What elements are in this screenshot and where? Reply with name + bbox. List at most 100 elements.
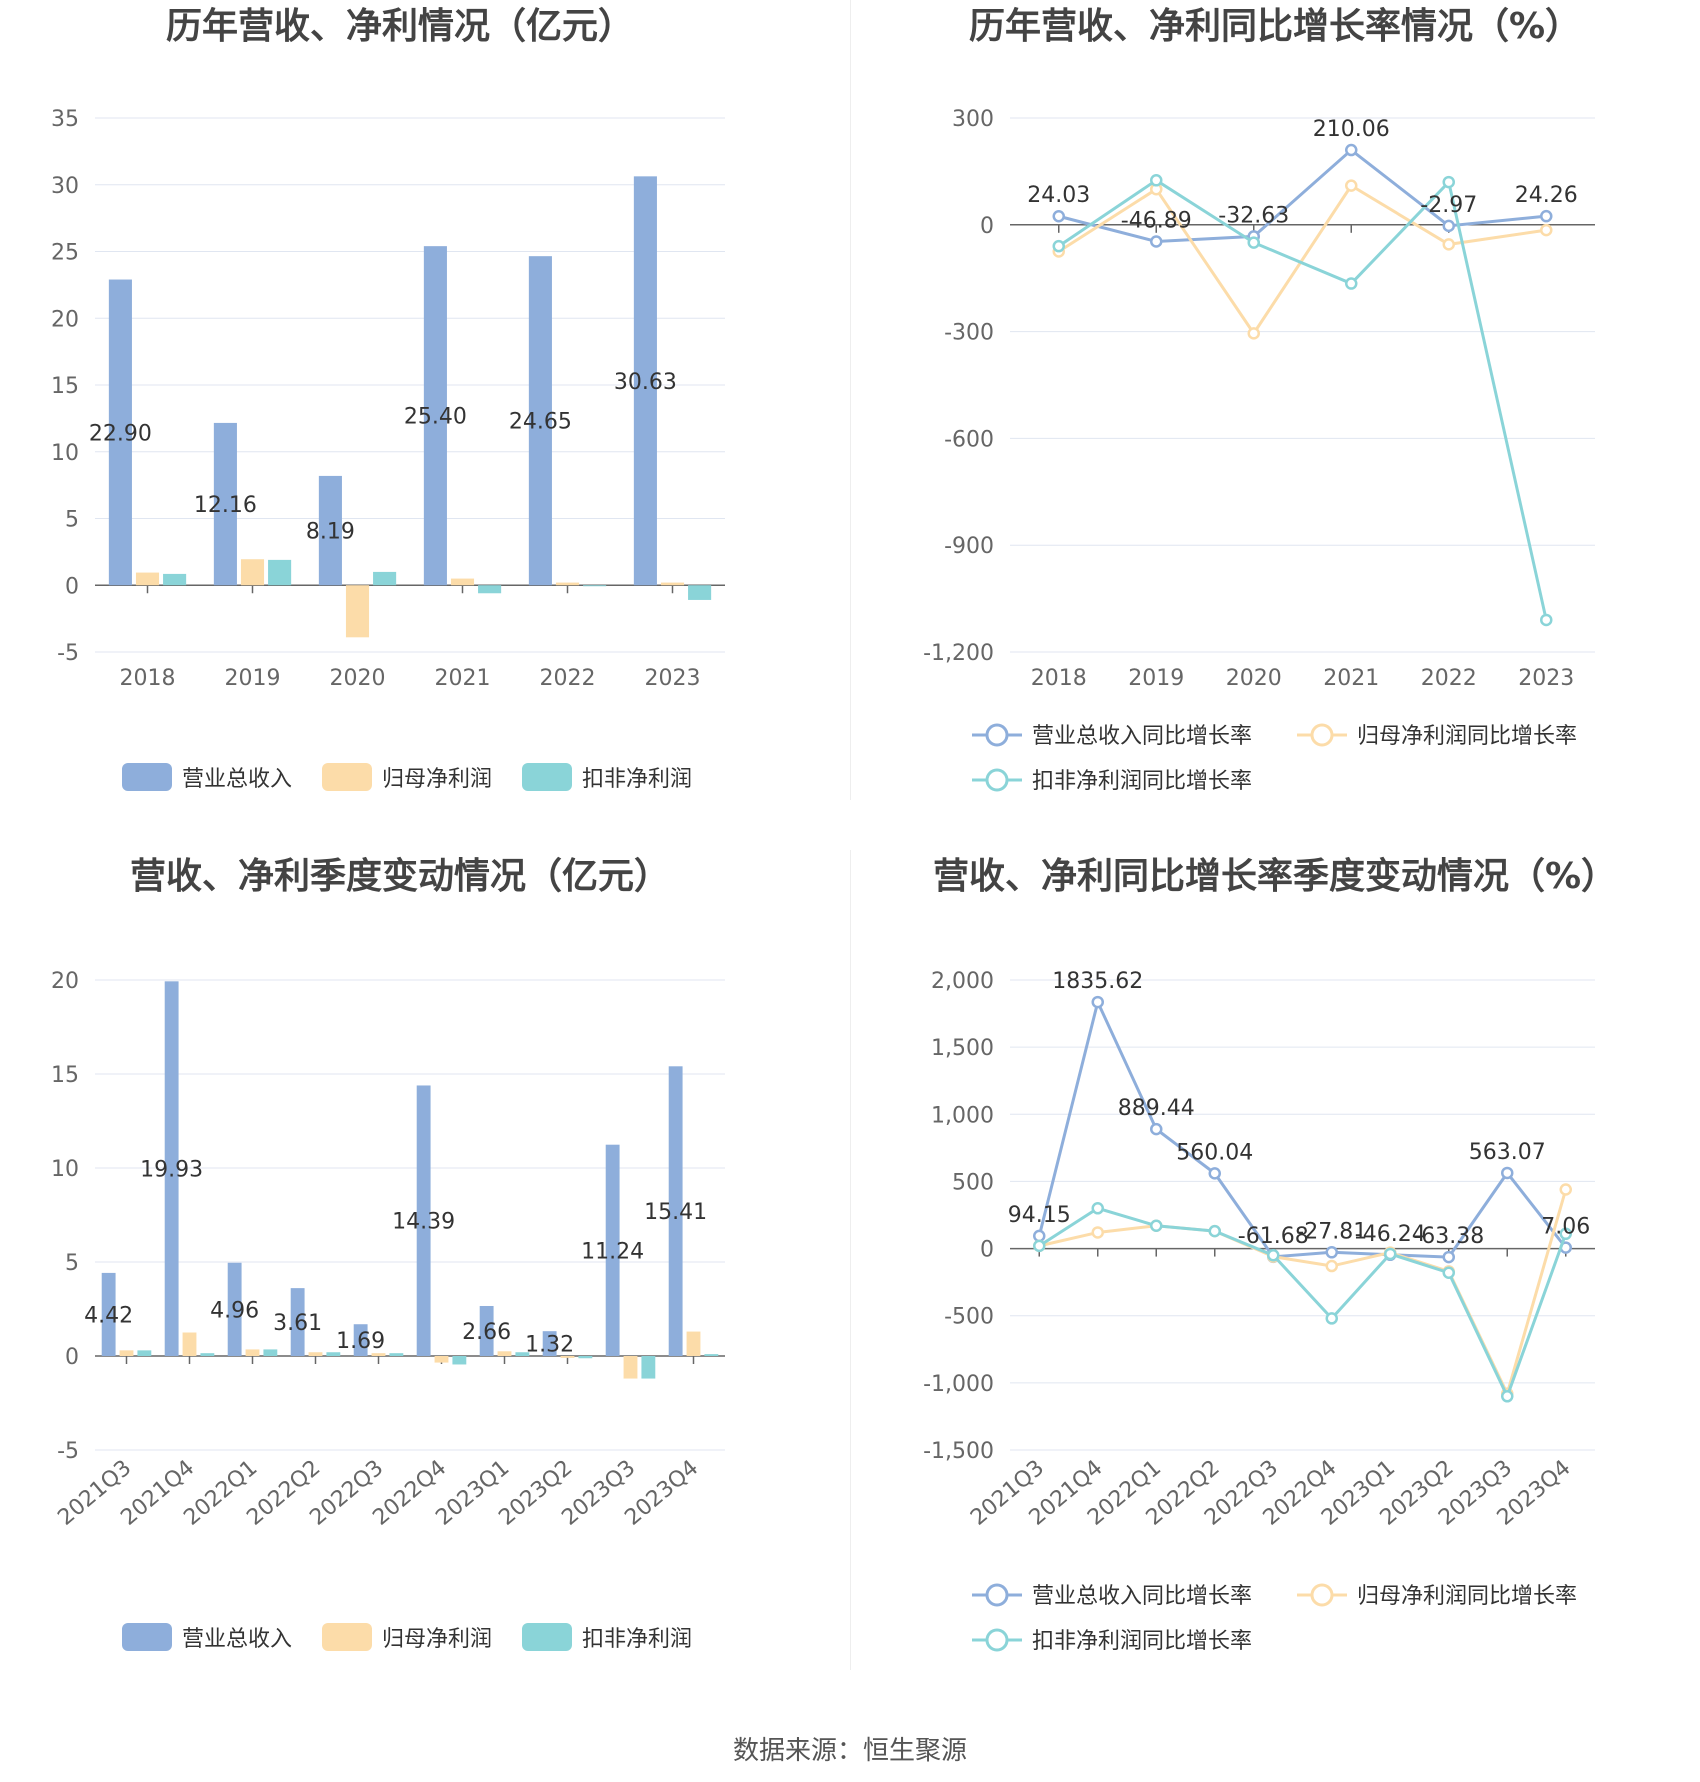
data-point bbox=[1442, 175, 1455, 189]
data-label: 94.15 bbox=[1008, 1203, 1071, 1228]
data-label: -2.97 bbox=[1420, 193, 1477, 218]
data-label: 24.03 bbox=[1027, 183, 1090, 208]
bar bbox=[434, 1356, 449, 1363]
data-label: 11.24 bbox=[581, 1239, 644, 1264]
x-tick-label: 2019 bbox=[1128, 666, 1184, 691]
bar bbox=[623, 1356, 638, 1379]
bar bbox=[633, 176, 657, 586]
bar bbox=[245, 1349, 260, 1356]
data-point bbox=[1247, 327, 1260, 340]
data-label: 1.32 bbox=[525, 1333, 574, 1358]
y-tick-label: 35 bbox=[51, 107, 79, 132]
legend-swatch bbox=[322, 1623, 372, 1651]
y-tick-label: 25 bbox=[51, 241, 79, 266]
bar bbox=[660, 582, 685, 586]
bar bbox=[263, 1349, 278, 1356]
bar bbox=[213, 422, 237, 586]
data-label: 1835.62 bbox=[1052, 969, 1143, 994]
legend-label: 营业总收入同比增长率 bbox=[1032, 1584, 1252, 1609]
y-tick-label: 1,500 bbox=[931, 1036, 994, 1061]
data-label: -46.24 bbox=[1355, 1222, 1426, 1247]
legend-marker bbox=[985, 768, 1009, 792]
data-point bbox=[1345, 277, 1358, 290]
chart-title: 营收、净利同比增长率季度变动情况（%） bbox=[933, 855, 1617, 897]
legend-marker bbox=[1310, 1583, 1334, 1607]
data-point bbox=[1052, 239, 1065, 253]
data-label: 3.61 bbox=[273, 1311, 322, 1336]
divider-vertical-bottom bbox=[850, 850, 851, 1670]
bar bbox=[137, 1350, 152, 1356]
y-tick-label: 500 bbox=[952, 1170, 994, 1195]
legend-label: 归母净利润同比增长率 bbox=[1357, 1584, 1577, 1609]
data-point bbox=[1501, 1390, 1514, 1403]
bar bbox=[583, 585, 607, 587]
y-tick-label: -300 bbox=[944, 321, 994, 346]
data-point bbox=[1091, 995, 1104, 1009]
bar bbox=[240, 559, 265, 586]
chart-title: 历年营收、净利同比增长率情况（%） bbox=[969, 6, 1581, 47]
data-label: 25.40 bbox=[404, 405, 467, 430]
data-point bbox=[1540, 209, 1553, 223]
data-label: -63.38 bbox=[1413, 1224, 1484, 1249]
data-point bbox=[1345, 179, 1358, 192]
legend-marker bbox=[985, 1628, 1009, 1652]
data-label: 560.04 bbox=[1176, 1140, 1253, 1165]
legend-label: 归母净利润 bbox=[382, 1627, 492, 1652]
x-tick-label: 2023 bbox=[645, 666, 701, 691]
data-label: 24.65 bbox=[509, 410, 572, 435]
x-tick-label: 2018 bbox=[1031, 666, 1087, 691]
y-tick-label: 0 bbox=[980, 1238, 994, 1263]
bar bbox=[119, 1350, 134, 1356]
bar bbox=[373, 571, 397, 586]
x-tick-label: 2022 bbox=[540, 666, 596, 691]
data-label: 19.93 bbox=[140, 1158, 203, 1183]
bar bbox=[268, 559, 292, 586]
legend-label: 扣非净利润同比增长率 bbox=[1032, 1629, 1252, 1654]
data-point bbox=[1150, 235, 1163, 248]
data-point bbox=[1208, 1167, 1221, 1180]
bar bbox=[423, 246, 447, 586]
x-tick-label: 2022 bbox=[1421, 666, 1477, 691]
data-point bbox=[1442, 1266, 1455, 1279]
y-tick-label: 5 bbox=[65, 1251, 79, 1276]
y-tick-label: 0 bbox=[65, 574, 79, 599]
chart-annual-growth-svg: 历年营收、净利同比增长率情况（%） -1,200 -900 -600 -300 0 300 2… bbox=[923, 6, 1595, 794]
bar bbox=[450, 578, 475, 586]
data-point bbox=[1325, 1312, 1338, 1325]
data-label: 8.19 bbox=[306, 520, 355, 545]
bar bbox=[101, 1272, 116, 1356]
data-point bbox=[1208, 1224, 1221, 1238]
data-point bbox=[1384, 1247, 1397, 1261]
bar bbox=[200, 1353, 215, 1356]
legend-swatch bbox=[122, 763, 172, 791]
legend-swatch bbox=[522, 763, 572, 791]
legend-label: 扣非净利润同比增长率 bbox=[1032, 769, 1252, 794]
x-tick-label: 2020 bbox=[1226, 666, 1282, 691]
data-label: 2.66 bbox=[462, 1320, 511, 1345]
data-point bbox=[1325, 1246, 1338, 1259]
data-label: -27.81 bbox=[1296, 1219, 1367, 1244]
data-label: 210.06 bbox=[1313, 117, 1390, 142]
data-point bbox=[1325, 1259, 1338, 1273]
bar bbox=[452, 1356, 467, 1365]
x-tick-label: 2021 bbox=[1323, 666, 1379, 691]
legend-label: 扣非净利润 bbox=[582, 767, 692, 792]
y-tick-label: 0 bbox=[980, 214, 994, 239]
series-line bbox=[1057, 183, 1547, 337]
bar bbox=[326, 1352, 341, 1356]
bar bbox=[371, 1353, 386, 1356]
series-line bbox=[1038, 1206, 1568, 1401]
data-label: 1.69 bbox=[336, 1329, 385, 1354]
data-point bbox=[1540, 223, 1553, 237]
bar bbox=[668, 1066, 683, 1356]
y-tick-label: 0 bbox=[65, 1345, 79, 1370]
y-tick-label: -600 bbox=[944, 427, 994, 452]
bar bbox=[135, 572, 160, 586]
data-label: 14.39 bbox=[392, 1210, 455, 1235]
data-point bbox=[1559, 1183, 1572, 1196]
data-point bbox=[1442, 1250, 1455, 1264]
bar bbox=[164, 981, 179, 1356]
bar bbox=[478, 585, 502, 594]
data-label: -46.89 bbox=[1121, 208, 1192, 233]
bar bbox=[688, 585, 712, 600]
